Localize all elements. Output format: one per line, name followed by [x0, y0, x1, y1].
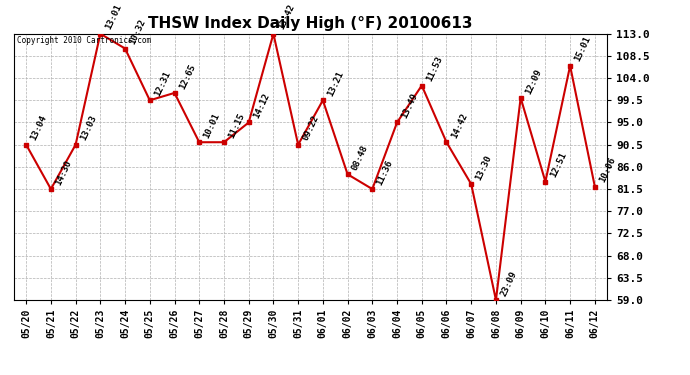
Text: 12:09: 12:09: [524, 67, 543, 95]
Text: 10:06: 10:06: [598, 156, 618, 184]
Text: 13:49: 13:49: [400, 92, 420, 120]
Text: Copyright 2010 Cartronics.com: Copyright 2010 Cartronics.com: [17, 36, 151, 45]
Text: 15:01: 15:01: [573, 35, 593, 63]
Title: THSW Index Daily High (°F) 20100613: THSW Index Daily High (°F) 20100613: [148, 16, 473, 31]
Text: 14:42: 14:42: [449, 112, 469, 140]
Text: 12:51: 12:51: [549, 151, 568, 179]
Text: 12:65: 12:65: [177, 62, 197, 90]
Text: 13:30: 13:30: [474, 153, 493, 182]
Text: 11:36: 11:36: [375, 158, 395, 187]
Text: 23:09: 23:09: [499, 269, 518, 297]
Text: 14:30: 14:30: [54, 158, 73, 187]
Text: 13:04: 13:04: [29, 114, 48, 142]
Text: 13:01: 13:01: [104, 3, 123, 31]
Text: 10:32: 10:32: [128, 18, 148, 46]
Text: 13:21: 13:21: [326, 70, 345, 98]
Text: 12:31: 12:31: [152, 70, 172, 98]
Text: 13:03: 13:03: [79, 114, 98, 142]
Text: 11:53: 11:53: [425, 55, 444, 83]
Text: 14:12: 14:12: [252, 92, 271, 120]
Text: 08:48: 08:48: [351, 144, 370, 172]
Text: 09:22: 09:22: [301, 114, 321, 142]
Text: 13:42: 13:42: [277, 3, 296, 31]
Text: 10:01: 10:01: [202, 112, 221, 140]
Text: 11:15: 11:15: [227, 112, 246, 140]
